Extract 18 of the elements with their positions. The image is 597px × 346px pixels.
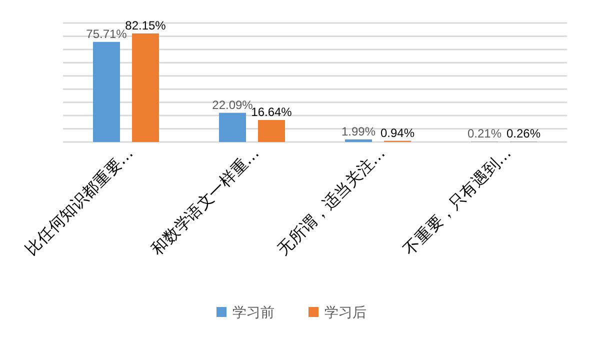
bar <box>132 33 159 142</box>
x-tick-label: 比任何知识都重要… <box>22 143 137 259</box>
data-label: 22.09% <box>212 98 254 112</box>
x-tick-label: 无所谓，适当关注… <box>274 143 389 259</box>
x-tick-label: 不重要，只有遇到… <box>400 143 515 259</box>
bar <box>258 120 285 142</box>
x-tick-label: 和数学语文一样重… <box>148 143 263 259</box>
data-label: 1.99% <box>341 124 376 138</box>
legend-label: 学习前 <box>232 305 274 321</box>
bar <box>345 139 372 142</box>
data-label: 82.15% <box>125 18 166 32</box>
data-label: 0.94% <box>380 126 415 140</box>
data-label: 0.21% <box>467 126 502 141</box>
legend-label: 学习后 <box>324 305 366 321</box>
bar <box>93 42 120 142</box>
data-label: 16.64% <box>251 105 292 119</box>
data-label: 0.26% <box>506 126 541 141</box>
bar <box>219 112 246 142</box>
